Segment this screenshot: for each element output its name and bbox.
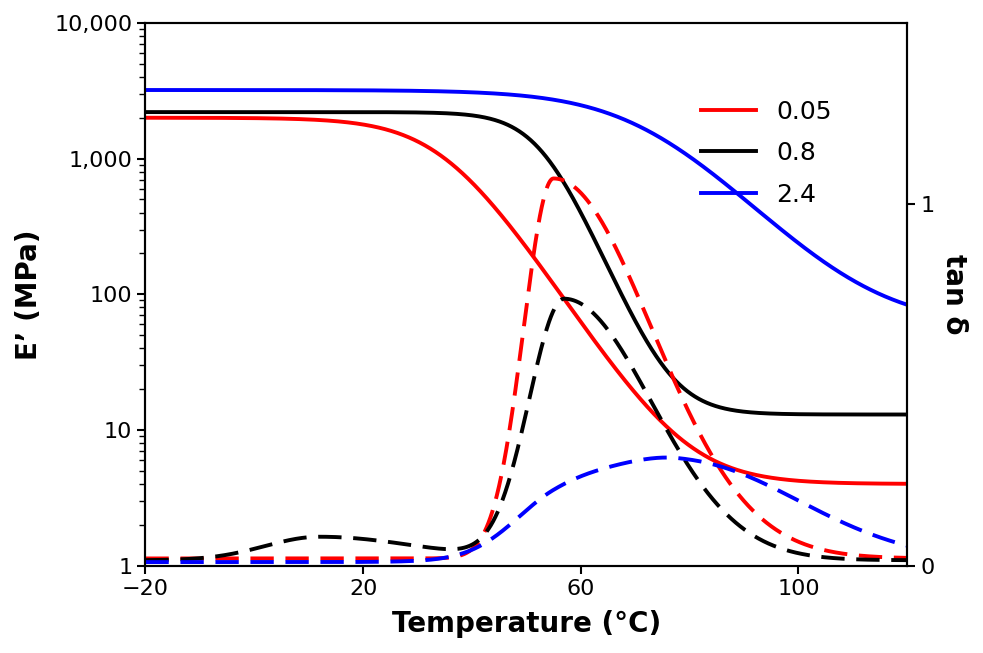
2.4 bbox=[879, 293, 891, 300]
2.4 bbox=[510, 91, 522, 99]
0.05 bbox=[879, 480, 891, 488]
0.05 bbox=[490, 205, 501, 213]
0.8 bbox=[739, 408, 751, 416]
2.4 bbox=[140, 86, 151, 94]
0.8 bbox=[879, 411, 891, 419]
0.05 bbox=[739, 468, 751, 476]
0.8 bbox=[140, 108, 151, 116]
0.8 bbox=[510, 125, 522, 133]
0.05 bbox=[510, 230, 522, 238]
Legend: 0.05, 0.8, 2.4: 0.05, 0.8, 2.4 bbox=[691, 89, 841, 217]
0.05 bbox=[178, 114, 190, 122]
2.4 bbox=[739, 196, 751, 204]
2.4 bbox=[879, 293, 891, 300]
Y-axis label: tan δ: tan δ bbox=[940, 254, 968, 334]
0.05 bbox=[879, 480, 891, 488]
0.8 bbox=[879, 411, 891, 419]
0.8 bbox=[901, 411, 913, 419]
0.05 bbox=[140, 114, 151, 121]
Line: 0.8: 0.8 bbox=[145, 112, 907, 415]
2.4 bbox=[178, 86, 190, 94]
Y-axis label: E’ (MPa): E’ (MPa) bbox=[15, 229, 43, 360]
0.8 bbox=[490, 116, 501, 124]
2.4 bbox=[901, 301, 913, 309]
X-axis label: Temperature (°C): Temperature (°C) bbox=[391, 610, 661, 638]
Line: 0.05: 0.05 bbox=[145, 118, 907, 484]
0.05 bbox=[901, 480, 913, 488]
Line: 2.4: 2.4 bbox=[145, 90, 907, 305]
0.8 bbox=[178, 108, 190, 116]
2.4 bbox=[490, 89, 501, 97]
